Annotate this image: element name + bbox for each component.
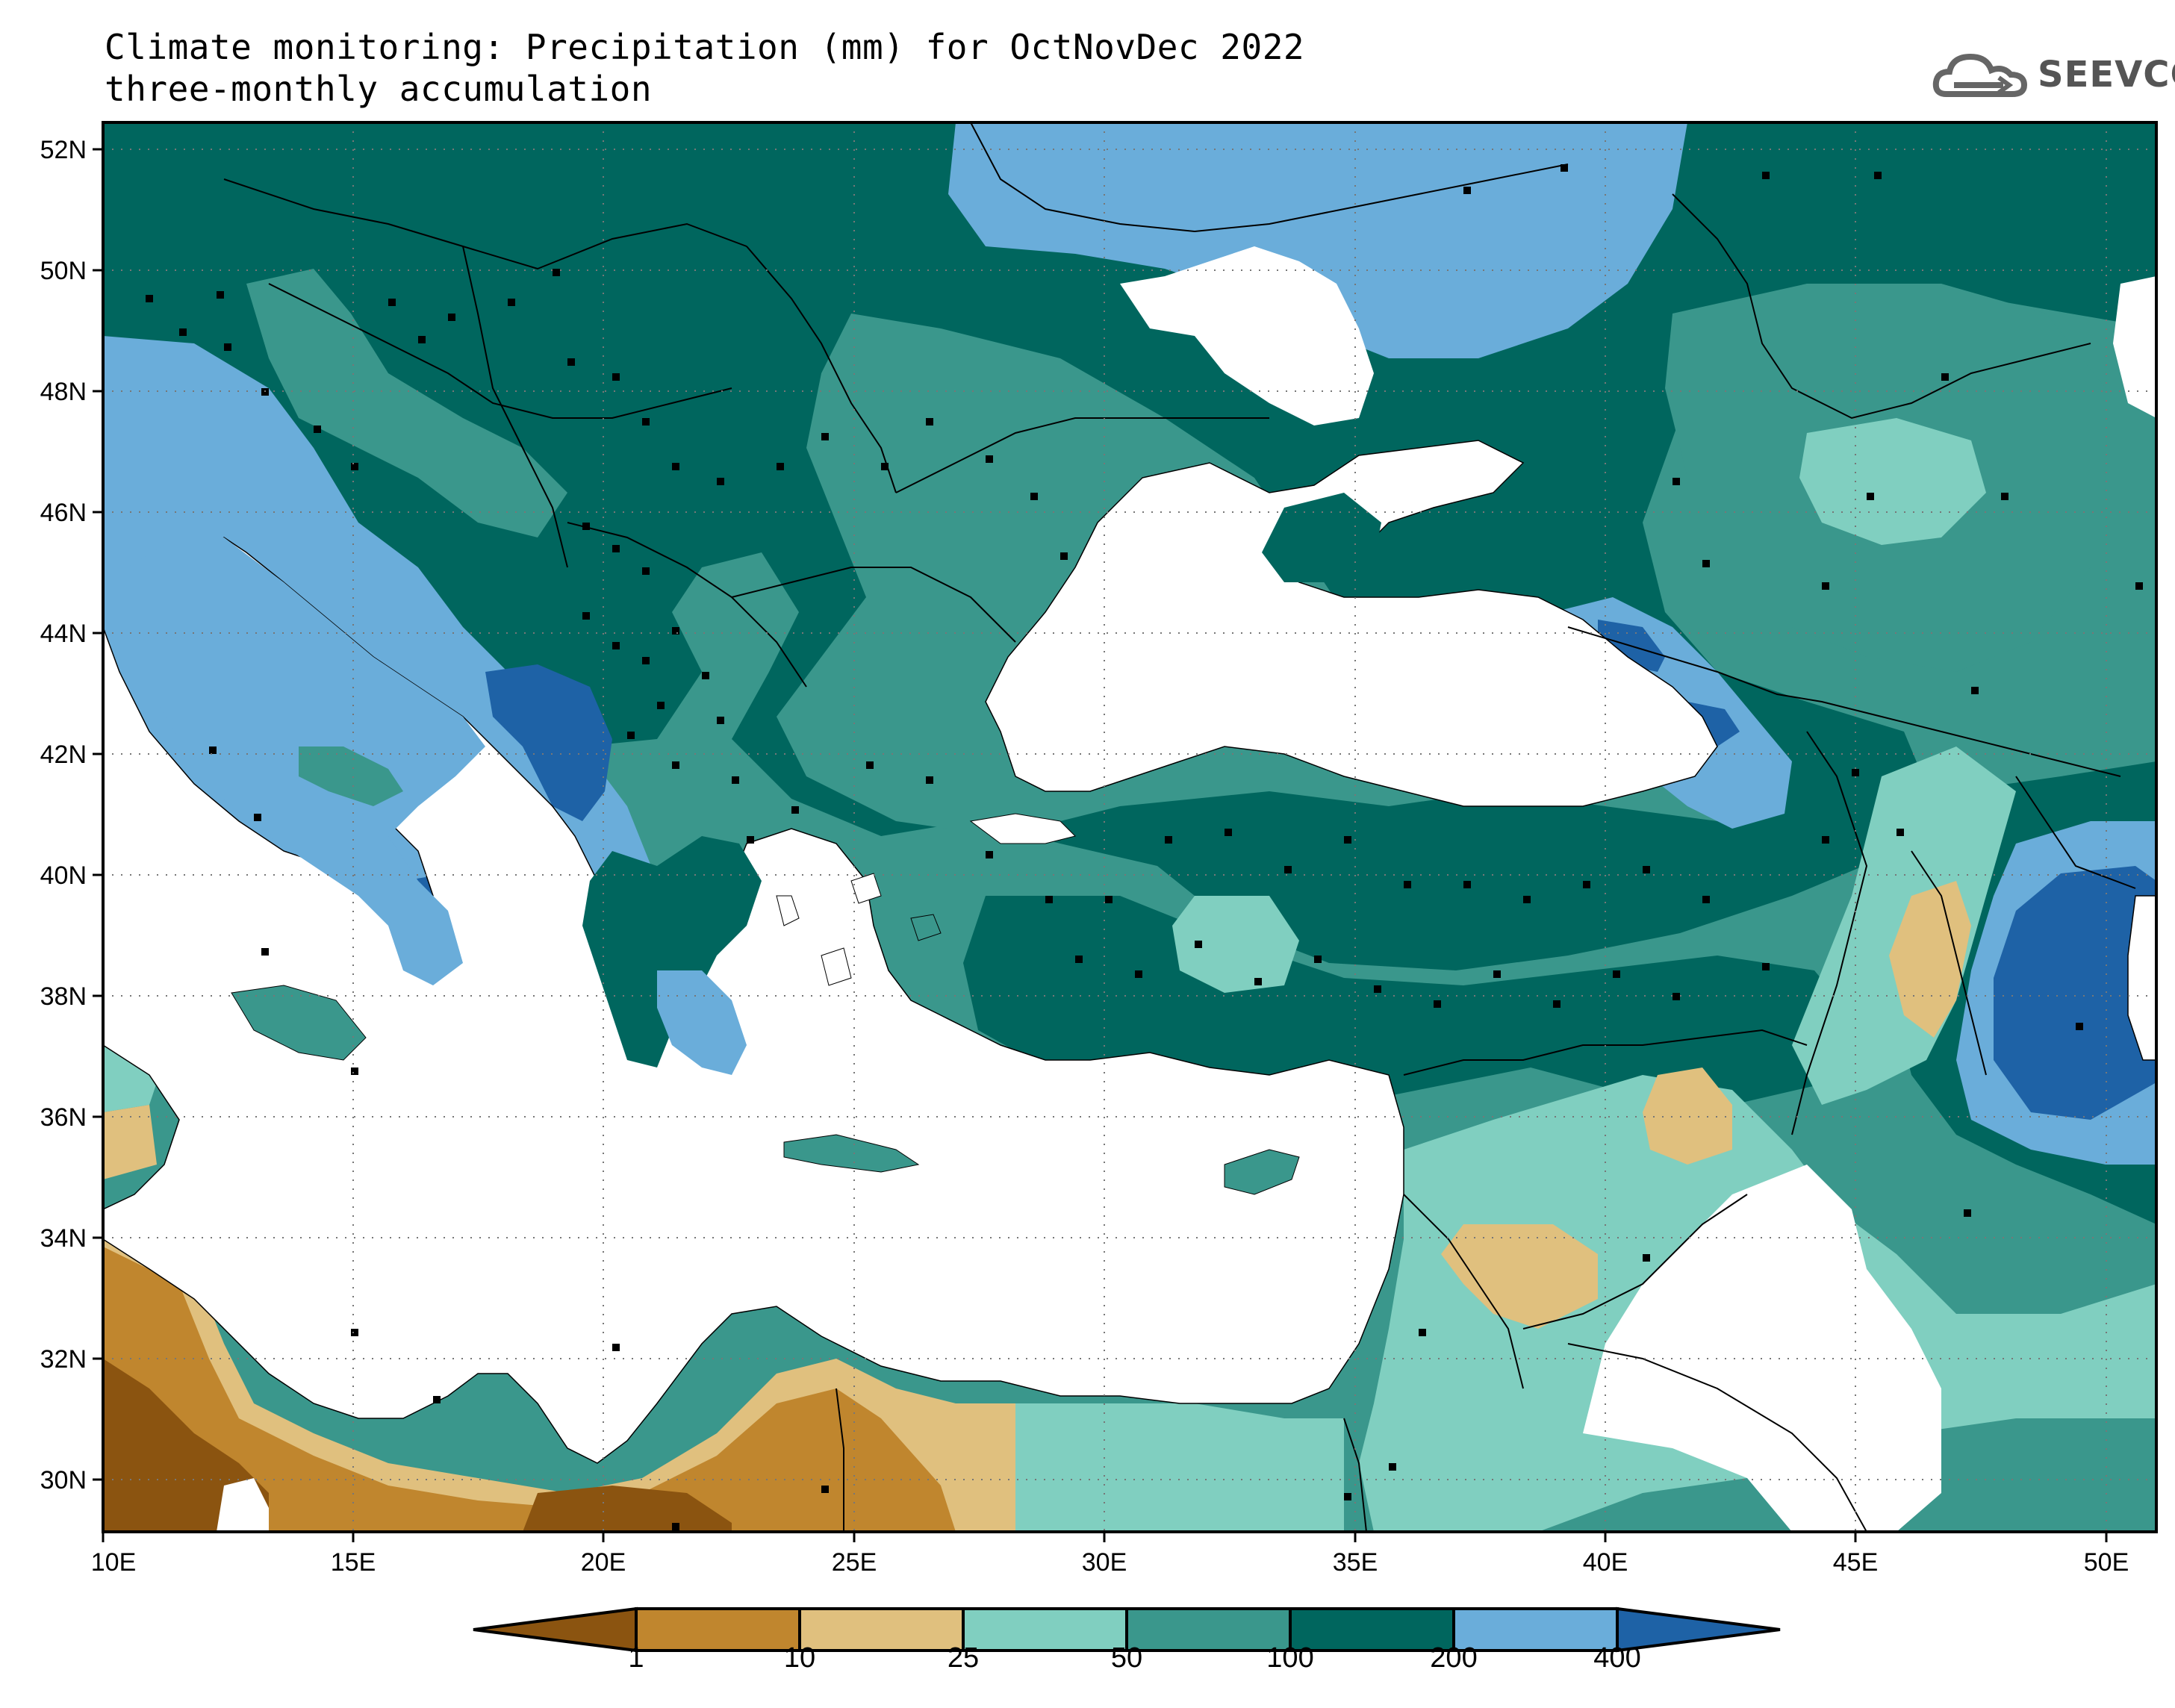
lon-label: 30E [1082, 1548, 1127, 1577]
lat-label: 40N [40, 861, 87, 890]
colorbar [473, 1606, 1781, 1653]
missing-data-area [1583, 1165, 1941, 1532]
lon-label: 50E [2084, 1548, 2129, 1577]
grid-lines [103, 122, 2156, 1532]
map-title: Climate monitoring: Precipitation (mm) f… [105, 27, 1305, 67]
colorbar-label: 100 [1266, 1642, 1314, 1674]
greece-peninsula [582, 836, 762, 1068]
missing-data-area [2113, 276, 2156, 418]
lon-label: 25E [832, 1548, 877, 1577]
black-sea [985, 440, 1718, 807]
precip-region-over-400 [485, 664, 612, 821]
latitude-labels: 52N 50N 48N 46N 44N 42N 40N 38N 36N 34N … [40, 136, 87, 1494]
colorbar-label: 50 [1110, 1642, 1143, 1674]
colorbar-label: 1 [628, 1642, 644, 1674]
colorbar-segment [473, 1606, 638, 1653]
lat-label: 46N [40, 499, 87, 527]
longitude-labels: 10E 15E 20E 25E 30E 35E 40E 45E 50E [91, 1548, 2129, 1577]
lat-label: 38N [40, 982, 87, 1011]
weather-stations [146, 164, 2143, 1530]
lat-label: 34N [40, 1224, 87, 1253]
caspian-sea [2127, 895, 2156, 1061]
lat-label: 50N [40, 257, 87, 285]
aegean-island [776, 895, 800, 926]
lon-label: 40E [1583, 1548, 1628, 1577]
colorbar-segment [798, 1607, 965, 1652]
lat-label: 36N [40, 1103, 87, 1132]
aegean-island [850, 873, 882, 904]
lat-label: 52N [40, 136, 87, 164]
colorbar-segment [1452, 1607, 1619, 1652]
colorbar-label: 400 [1593, 1642, 1641, 1674]
aegean-island [821, 947, 852, 986]
colorbar-segment [1616, 1606, 1781, 1653]
colorbar-segment [1289, 1607, 1455, 1652]
precip-region-10-25 [1889, 881, 1971, 1038]
colorbar-label: 25 [947, 1642, 980, 1674]
lat-label: 32N [40, 1345, 87, 1374]
map-frame [102, 121, 2158, 1533]
precip-region-10-25 [1643, 1068, 1732, 1165]
lon-label: 15E [331, 1548, 376, 1577]
precip-region-25-50 [1172, 896, 1299, 993]
lon-label: 10E [91, 1548, 137, 1577]
lat-label: 30N [40, 1466, 87, 1494]
missing-data-area [217, 1478, 269, 1532]
country-borders [223, 122, 2136, 1532]
sicily [231, 985, 367, 1061]
lat-label: 42N [40, 741, 87, 769]
precip-region-10-25 [1441, 1224, 1598, 1329]
map-subtitle: three-monthly accumulation [105, 69, 653, 109]
peloponnese [657, 970, 747, 1075]
crimea-peninsula [1262, 493, 1381, 582]
italy-peninsula [299, 747, 403, 806]
seevccc-logo: SEEVCCC [1932, 48, 2175, 107]
colorbar-segment [1125, 1607, 1292, 1652]
logo-text: SEEVCCC [2038, 54, 2175, 96]
colorbar-segment [962, 1607, 1128, 1652]
lat-label: 48N [40, 378, 87, 406]
precip-region-under-1 [523, 1486, 732, 1532]
precip-region-200-400 [948, 122, 1687, 358]
precip-region-10-25 [103, 1105, 157, 1179]
sea-of-marmara [969, 813, 1076, 844]
precip-region-50-100 [246, 269, 567, 537]
cyprus [1224, 1149, 1300, 1195]
lon-label: 45E [1833, 1548, 1879, 1577]
colorbar-label: 10 [783, 1642, 816, 1674]
lon-label: 20E [581, 1548, 626, 1577]
precip-region-over-400 [1994, 866, 2156, 1120]
colorbar-segment [635, 1607, 801, 1652]
precip-region-25-50 [1799, 418, 1986, 545]
precip-region-1-10 [103, 1247, 956, 1532]
aegean-island [910, 914, 942, 941]
precip-region-25-50 [1015, 1403, 1344, 1532]
crete [783, 1134, 920, 1173]
missing-data-area [1120, 246, 1374, 426]
axis-ticks [93, 148, 2108, 1542]
cloud-icon [1932, 53, 2028, 97]
colorbar-label: 200 [1430, 1642, 1478, 1674]
lat-label: 44N [40, 620, 87, 648]
lon-label: 35E [1333, 1548, 1378, 1577]
